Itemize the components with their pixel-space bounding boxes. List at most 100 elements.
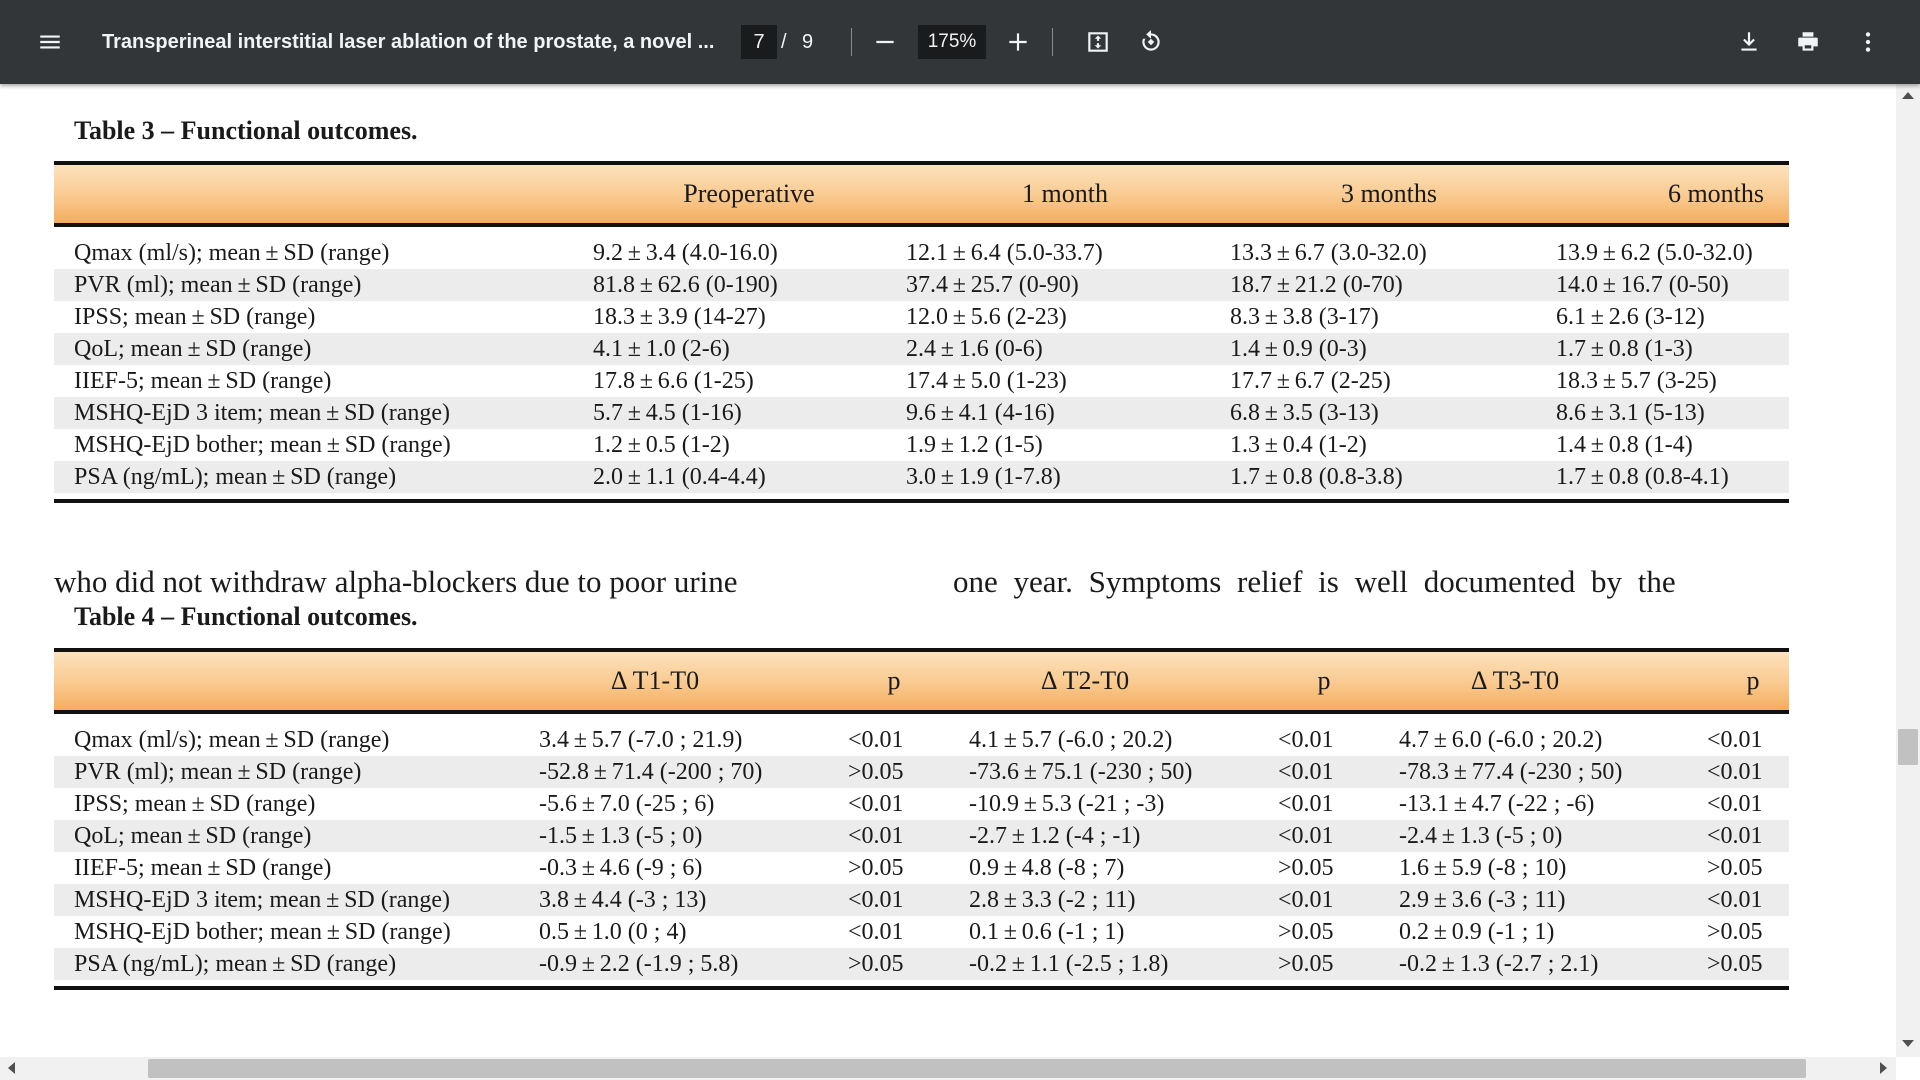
- table4-header: Δ T1-T0 p Δ T2-T0 p Δ T3-T0 p: [54, 652, 1789, 710]
- scroll-up-arrow-icon[interactable]: [1902, 92, 1914, 99]
- zoom-out-icon[interactable]: [861, 18, 909, 66]
- p-value-cell: >0.05: [848, 855, 904, 881]
- table-cell: 18.3 ± 3.9 (14-27): [593, 304, 766, 330]
- table-rule: [54, 648, 1789, 652]
- table-rule: [54, 499, 1789, 503]
- vertical-scrollbar[interactable]: [1896, 84, 1920, 1057]
- table-cell: -0.2 ± 1.1 (-2.5 ; 1.8): [969, 951, 1169, 977]
- table-row: MSHQ-EjD bother; mean ± SD (range) 1.2 ±…: [54, 429, 1789, 461]
- table4-header-cell: Δ T2-T0: [1040, 666, 1130, 695]
- pdf-page: Table 3 – Functional outcomes. Preoperat…: [0, 84, 1896, 1057]
- row-label: MSHQ-EjD bother; mean ± SD (range): [74, 919, 451, 945]
- row-label: QoL; mean ± SD (range): [74, 336, 312, 362]
- table-cell: -1.5 ± 1.3 (-5 ; 0): [539, 823, 703, 849]
- horizontal-scroll-thumb[interactable]: [148, 1059, 1806, 1078]
- table-row: PVR (ml); mean ± SD (range) -52.8 ± 71.4…: [54, 756, 1789, 788]
- page-total: 9: [802, 31, 814, 53]
- table-cell: 6.1 ± 2.6 (3-12): [1556, 304, 1705, 330]
- row-label: PVR (ml); mean ± SD (range): [74, 272, 362, 298]
- download-icon[interactable]: [1725, 18, 1773, 66]
- zoom-in-icon[interactable]: [994, 18, 1042, 66]
- table-cell: -10.9 ± 5.3 (-21 ; -3): [969, 791, 1165, 817]
- table-cell: 1.9 ± 1.2 (1-5): [906, 432, 1043, 458]
- p-value-cell: <0.01: [1278, 887, 1334, 913]
- document-viewport[interactable]: Table 3 – Functional outcomes. Preoperat…: [0, 84, 1896, 1057]
- p-value-cell: >0.05: [1707, 855, 1763, 881]
- table-cell: 2.4 ± 1.6 (0-6): [906, 336, 1043, 362]
- table-cell: 0.9 ± 4.8 (-8 ; 7): [969, 855, 1125, 881]
- table-row: PSA (ng/mL); mean ± SD (range) 2.0 ± 1.1…: [54, 461, 1789, 493]
- table-cell: 14.0 ± 16.7 (0-50): [1556, 272, 1729, 298]
- p-value-cell: >0.05: [848, 951, 904, 977]
- vertical-scroll-thumb[interactable]: [1898, 729, 1918, 765]
- table-cell: 17.8 ± 6.6 (1-25): [593, 368, 754, 394]
- table3: Preoperative 1 month 3 months 6 months Q…: [54, 161, 1789, 503]
- p-value-cell: <0.01: [1278, 823, 1334, 849]
- table3-caption: Table 3 – Functional outcomes.: [74, 116, 418, 145]
- row-label: MSHQ-EjD 3 item; mean ± SD (range): [74, 887, 451, 913]
- table-row: MSHQ-EjD 3 item; mean ± SD (range) 3.8 ±…: [54, 884, 1789, 916]
- table-cell: 9.2 ± 3.4 (4.0-16.0): [593, 240, 778, 266]
- body-text-left: who did not withdraw alpha-blockers due …: [54, 564, 738, 599]
- fit-page-icon[interactable]: [1074, 18, 1122, 66]
- table-row: QoL; mean ± SD (range) 4.1 ± 1.0 (2-6) 2…: [54, 333, 1789, 365]
- row-label: PSA (ng/mL); mean ± SD (range): [74, 464, 397, 490]
- menu-icon[interactable]: [26, 18, 74, 66]
- pdf-toolbar: Transperineal interstitial laser ablatio…: [0, 0, 1920, 84]
- scroll-right-arrow-icon[interactable]: [1880, 1062, 1887, 1074]
- page-separator: /: [781, 31, 787, 53]
- p-value-cell: >0.05: [848, 759, 904, 785]
- table-cell: 12.0 ± 5.6 (2-23): [906, 304, 1067, 330]
- table-cell: 17.7 ± 6.7 (2-25): [1230, 368, 1391, 394]
- p-value-cell: <0.01: [1707, 823, 1763, 849]
- table-cell: 3.4 ± 5.7 (-7.0 ; 21.9): [539, 727, 743, 753]
- row-label: QoL; mean ± SD (range): [74, 823, 312, 849]
- table-row: Qmax (ml/s); mean ± SD (range) 9.2 ± 3.4…: [54, 237, 1789, 269]
- rotate-icon[interactable]: [1127, 18, 1175, 66]
- table4-header-cell: p: [887, 666, 901, 695]
- table-row: QoL; mean ± SD (range) -1.5 ± 1.3 (-5 ; …: [54, 820, 1789, 852]
- table-cell: -2.7 ± 1.2 (-4 ; -1): [969, 823, 1141, 849]
- table-row: PVR (ml); mean ± SD (range) 81.8 ± 62.6 …: [54, 269, 1789, 301]
- scroll-down-arrow-icon[interactable]: [1902, 1040, 1914, 1047]
- table-rule: [54, 986, 1789, 990]
- table-row: MSHQ-EjD bother; mean ± SD (range) 0.5 ±…: [54, 916, 1789, 948]
- table-cell: 1.4 ± 0.9 (0-3): [1230, 336, 1367, 362]
- table-rule: [54, 161, 1789, 165]
- row-label: MSHQ-EjD 3 item; mean ± SD (range): [74, 400, 451, 426]
- table-rule: [54, 710, 1789, 714]
- row-label: IIEF-5; mean ± SD (range): [74, 855, 332, 881]
- scroll-left-arrow-icon[interactable]: [8, 1062, 15, 1074]
- table-cell: 2.8 ± 3.3 (-2 ; 11): [969, 887, 1136, 913]
- zoom-level-input[interactable]: 175%: [918, 25, 986, 59]
- table-cell: 2.9 ± 3.6 (-3 ; 11): [1399, 887, 1566, 913]
- table-cell: -0.9 ± 2.2 (-1.9 ; 5.8): [539, 951, 739, 977]
- page-number-input[interactable]: 7: [741, 25, 777, 59]
- table3-header-cell: Preoperative: [683, 179, 815, 208]
- p-value-cell: <0.01: [1278, 727, 1334, 753]
- table-cell: 9.6 ± 4.1 (4-16): [906, 400, 1055, 426]
- document-title: Transperineal interstitial laser ablatio…: [102, 30, 715, 53]
- table-cell: 8.3 ± 3.8 (3-17): [1230, 304, 1379, 330]
- p-value-cell: <0.01: [1707, 887, 1763, 913]
- table-cell: 18.3 ± 5.7 (3-25): [1556, 368, 1717, 394]
- row-label: PSA (ng/mL); mean ± SD (range): [74, 951, 397, 977]
- table-cell: 13.9 ± 6.2 (5.0-32.0): [1556, 240, 1753, 266]
- table-cell: 0.5 ± 1.0 (0 ; 4): [539, 919, 687, 945]
- print-icon[interactable]: [1784, 18, 1832, 66]
- table-cell: 2.0 ± 1.1 (0.4-4.4): [593, 464, 766, 490]
- table4-header-cell: p: [1746, 666, 1760, 695]
- table-row: IPSS; mean ± SD (range) 18.3 ± 3.9 (14-2…: [54, 301, 1789, 333]
- table-cell: 1.6 ± 5.9 (-8 ; 10): [1399, 855, 1567, 881]
- table4-caption: Table 4 – Functional outcomes.: [74, 602, 418, 631]
- table-cell: 37.4 ± 25.7 (0-90): [906, 272, 1079, 298]
- table4-body: Qmax (ml/s); mean ± SD (range) 3.4 ± 5.7…: [54, 714, 1789, 986]
- table-cell: 12.1 ± 6.4 (5.0-33.7): [906, 240, 1103, 266]
- table-row: PSA (ng/mL); mean ± SD (range) -0.9 ± 2.…: [54, 948, 1789, 980]
- more-icon[interactable]: [1844, 18, 1892, 66]
- table-cell: 8.6 ± 3.1 (5-13): [1556, 400, 1705, 426]
- table-cell: 1.3 ± 0.4 (1-2): [1230, 432, 1367, 458]
- p-value-cell: <0.01: [848, 919, 904, 945]
- table3-header-cell: 1 month: [1022, 179, 1108, 208]
- body-text-right: one year. Symptoms relief is well docume…: [953, 564, 1676, 599]
